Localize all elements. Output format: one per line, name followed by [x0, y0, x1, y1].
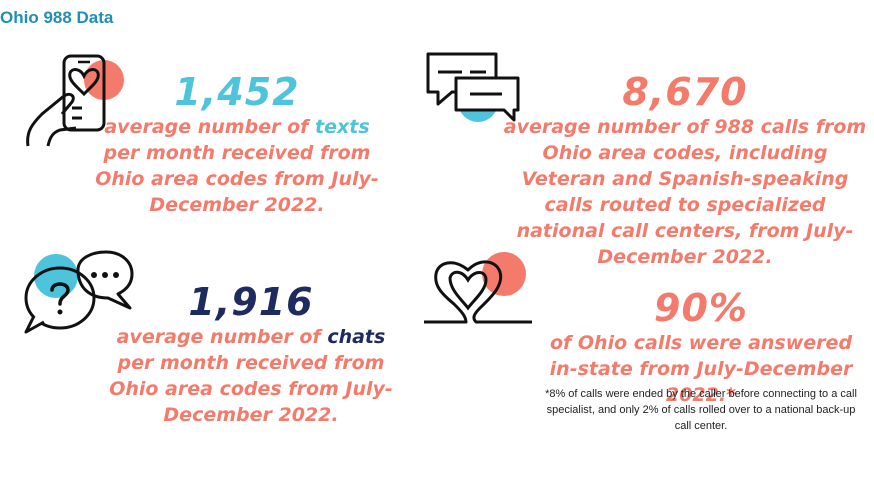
texts-highlight: texts: [315, 116, 370, 138]
stat-texts-description: average number of texts per month receiv…: [95, 116, 379, 216]
stat-calls-value: 8,670: [622, 70, 748, 114]
page-title: Ohio 988 Data: [0, 8, 114, 27]
stat-calls: 8,670 average number of 988 calls from O…: [500, 70, 870, 270]
chat-bubbles-icon: [426, 52, 520, 122]
stat-in-state: 90% of Ohio calls were answered in-state…: [546, 286, 856, 408]
question-bubbles-icon: [24, 250, 134, 334]
stat-chats: 1,916 average number of chats per month …: [106, 280, 396, 428]
stat-in-state-description: of Ohio calls were answered in-state fro…: [549, 332, 853, 406]
heart-line-icon: [424, 252, 532, 324]
phone-heart-icon: [26, 54, 124, 147]
stat-in-state-value: 90%: [654, 286, 748, 330]
stat-texts-value: 1,452: [174, 70, 300, 114]
footnote: *8% of calls were ended by the caller be…: [545, 388, 857, 432]
stat-texts: 1,452 average number of texts per month …: [92, 70, 382, 218]
stat-calls-description: average number of 988 calls from Ohio ar…: [503, 116, 867, 268]
chats-highlight: chats: [327, 326, 386, 348]
stat-chats-description: average number of chats per month receiv…: [109, 326, 393, 426]
stat-chats-value: 1,916: [188, 280, 314, 324]
